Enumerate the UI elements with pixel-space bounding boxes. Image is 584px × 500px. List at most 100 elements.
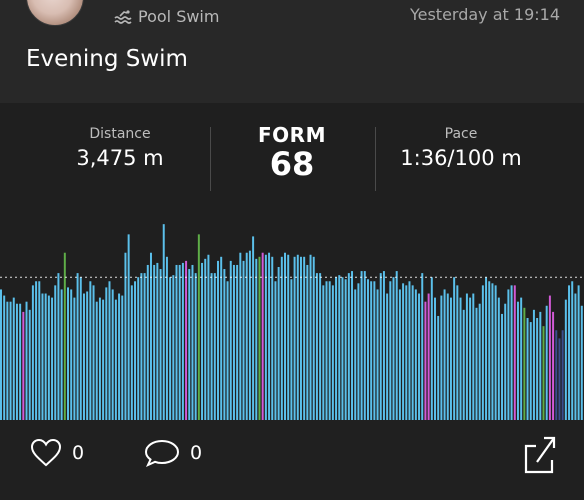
lap-bar	[341, 277, 344, 420]
lap-bar	[92, 285, 95, 420]
lap-bar	[315, 273, 318, 420]
activity-title[interactable]: Evening Swim	[26, 46, 188, 72]
lap-bar	[379, 273, 382, 420]
lap-bar	[354, 289, 357, 420]
lap-bar	[0, 289, 2, 420]
lap-bar	[57, 273, 60, 420]
lap-bar	[134, 281, 137, 420]
avatar[interactable]	[26, 0, 84, 26]
lap-bar	[185, 260, 188, 420]
lap-bar	[494, 285, 497, 420]
lap-bar	[41, 293, 44, 420]
lap-bar	[63, 252, 66, 420]
stat-form: FORM 68	[230, 123, 354, 183]
lap-bar	[446, 293, 449, 420]
lap-bar	[424, 301, 427, 420]
lap-bar	[485, 277, 488, 420]
lap-bar	[210, 273, 213, 420]
lap-bar	[545, 305, 548, 420]
lap-bar	[280, 256, 283, 420]
lap-bar	[153, 264, 156, 420]
lap-bar	[22, 311, 25, 420]
share-icon	[524, 436, 556, 474]
lap-bar	[51, 297, 54, 420]
lap-bar	[121, 295, 124, 420]
activity-type: Pool Swim	[114, 7, 219, 26]
lap-bar	[79, 277, 82, 420]
lap-bar	[382, 271, 385, 420]
heart-icon	[30, 438, 62, 467]
lap-bar	[73, 297, 76, 420]
lap-bar	[25, 301, 28, 420]
lap-bar	[351, 271, 354, 420]
lap-bar	[561, 330, 564, 420]
lap-bar	[19, 303, 22, 420]
lap-bar	[239, 252, 242, 420]
form-value: 68	[269, 145, 315, 183]
lap-bar	[552, 311, 555, 420]
lap-bar	[539, 311, 542, 420]
lap-bar	[398, 289, 401, 420]
lap-bar	[309, 254, 312, 420]
lap-bar	[328, 281, 331, 420]
lap-bar	[402, 283, 405, 420]
lap-bar	[488, 281, 491, 420]
lap-bar	[217, 260, 219, 420]
lap-bar	[226, 281, 229, 420]
lap-bar	[548, 295, 551, 420]
lap-bar	[181, 262, 184, 420]
lap-bar	[306, 264, 309, 420]
lap-bar	[38, 281, 41, 420]
lap-bar	[325, 281, 328, 420]
lap-bar	[3, 295, 6, 420]
lap-bar	[542, 326, 545, 420]
lap-bar	[268, 252, 271, 420]
lap-bar	[434, 297, 436, 420]
lap-bar	[293, 256, 296, 420]
comment-icon	[144, 439, 180, 468]
lap-bar	[449, 297, 452, 420]
swim-lap-chart	[0, 216, 584, 420]
lap-bar	[389, 281, 392, 420]
lap-bar	[236, 264, 239, 420]
lap-bar	[213, 273, 216, 420]
lap-bar	[516, 301, 519, 420]
lap-bar	[124, 252, 127, 420]
lap-bar	[491, 283, 494, 420]
lap-bar	[232, 264, 235, 420]
lap-bar	[175, 264, 178, 420]
form-label: FORM	[258, 123, 326, 147]
lap-bar	[427, 293, 430, 420]
comment-button[interactable]: 0	[144, 438, 202, 468]
lap-bar	[6, 301, 9, 420]
lap-bar	[440, 295, 443, 420]
share-button[interactable]	[520, 432, 560, 476]
stats-panel: Distance 3,475 m FORM 68 Pace 1:36/100 m	[0, 103, 584, 216]
lap-bar	[264, 254, 267, 420]
stat-divider	[210, 127, 211, 191]
lap-bar	[149, 252, 152, 420]
lap-bar	[408, 281, 411, 420]
lap-bar	[201, 262, 204, 420]
lap-bar	[245, 252, 248, 420]
lap-bar	[411, 285, 414, 420]
lap-bar	[127, 234, 130, 420]
lap-bar	[9, 301, 12, 420]
lap-bar	[89, 281, 92, 420]
lap-bar	[322, 285, 325, 420]
like-button[interactable]: 0	[30, 438, 84, 468]
lap-bar	[178, 264, 181, 420]
stat-distance: Distance 3,475 m	[60, 126, 180, 170]
lap-bar	[60, 289, 63, 420]
lap-bar	[421, 273, 424, 420]
lap-bar	[284, 252, 286, 420]
lap-bar	[357, 283, 360, 420]
lap-bar	[35, 281, 38, 420]
activity-timestamp: Yesterday at 19:14	[409, 5, 560, 24]
lap-bar	[12, 297, 15, 420]
lap-bar	[564, 299, 567, 420]
lap-bar	[229, 260, 232, 420]
lap-bar	[386, 293, 389, 420]
lap-bar	[472, 293, 475, 420]
lap-bar	[366, 279, 369, 420]
